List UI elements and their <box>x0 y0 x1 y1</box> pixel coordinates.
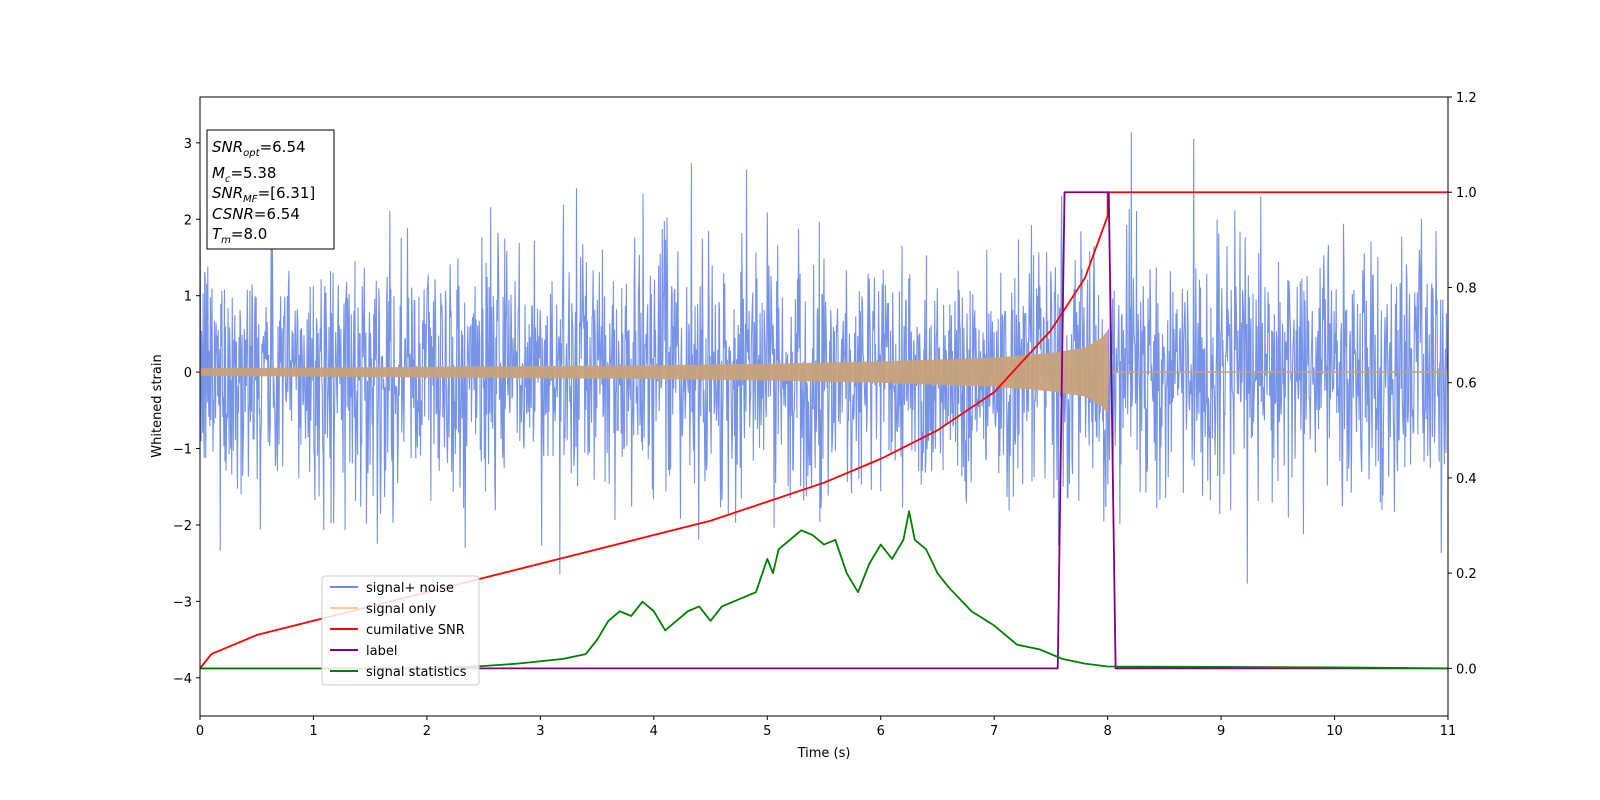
x-tick-label: 5 <box>763 724 771 739</box>
y-right-tick-label: 1.2 <box>1456 91 1477 106</box>
y-left-tick-label: 3 <box>184 137 192 152</box>
info-tm-sub: m <box>221 235 231 246</box>
y-right-tick-label: 0.6 <box>1456 377 1477 392</box>
info-mc-sub: c <box>225 174 231 185</box>
y-left-tick-label: −3 <box>173 595 192 610</box>
legend-label-cumulative-snr: cumilative SNR <box>366 623 465 638</box>
y-right-tick-label: 0.0 <box>1456 662 1477 677</box>
info-snr-mf-base: SNR <box>212 184 243 202</box>
series-label-line <box>200 191 1448 670</box>
series-signal-only-band <box>200 330 1109 415</box>
info-snr-opt-value: =6.54 <box>260 138 306 156</box>
info-snr-opt: SNRopt=6.54 <box>212 138 306 159</box>
series-signal-noise-line <box>200 132 1448 584</box>
info-csnr: CSNR=6.54 <box>212 205 300 223</box>
y-left-tick-label: −4 <box>173 672 192 687</box>
y-left-tick-label: 0 <box>184 366 192 381</box>
x-tick-label: 1 <box>309 724 317 739</box>
y-left-tick-label: −2 <box>173 519 192 534</box>
legend-label-label: label <box>366 644 397 659</box>
legend-label-signal-statistics: signal statistics <box>366 665 467 680</box>
info-tm: Tm=8.0 <box>212 225 267 246</box>
x-tick-label: 7 <box>990 724 998 739</box>
x-tick-label: 10 <box>1326 724 1343 739</box>
info-csnr-base: CSNR <box>212 205 254 223</box>
info-snr-opt-base: SNR <box>212 138 243 156</box>
series-signal-statistics-line <box>200 510 1448 670</box>
info-snr-mf: SNRMF=[6.31] <box>212 184 315 205</box>
info-box-frame <box>206 129 335 250</box>
y-left-tick-label: 1 <box>184 290 192 305</box>
x-tick-label: 3 <box>536 724 544 739</box>
legend-frame <box>321 575 480 686</box>
info-tm-base: T <box>212 225 223 243</box>
y-left-tick-label: −1 <box>173 443 192 458</box>
legend-label-signal-noise: signal+ noise <box>366 581 454 596</box>
x-tick-label: 0 <box>196 724 204 739</box>
info-snr-mf-sub: MF <box>243 194 258 205</box>
y-right-tick-label: 0.4 <box>1456 472 1477 487</box>
x-tick-label: 8 <box>1103 724 1111 739</box>
info-box: SNRopt=6.54 Mc=5.38 SNRMF=[6.31] CSNR=6.… <box>206 129 335 250</box>
info-mc: Mc=5.38 <box>212 164 276 185</box>
info-mc-value: =5.38 <box>230 164 276 182</box>
x-tick-label: 2 <box>423 724 431 739</box>
info-tm-value: =8.0 <box>231 225 267 243</box>
x-tick-label: 9 <box>1217 724 1225 739</box>
info-csnr-value: =6.54 <box>254 205 300 223</box>
info-snr-opt-sub: opt <box>243 148 260 159</box>
x-axis-label: Time (s) <box>797 746 851 761</box>
x-tick-label: 6 <box>877 724 885 739</box>
info-snr-mf-value: =[6.31] <box>258 184 316 202</box>
x-tick-label: 11 <box>1440 724 1457 739</box>
y-right-tick-label: 0.8 <box>1456 281 1477 296</box>
y-right-tick-label: 0.2 <box>1456 567 1477 582</box>
y-left-tick-label: 2 <box>184 213 192 228</box>
legend-label-signal-only: signal only <box>366 602 436 617</box>
plot-frame <box>199 96 1449 717</box>
x-tick-label: 4 <box>650 724 658 739</box>
ticks: 0 1 2 3 4 5 6 7 8 9 10 11 −4 −3 −2 −1 0 1 2 3 0.0 0.2 0.4 0.6 0.… <box>173 91 1477 739</box>
y-right-tick-label: 1.0 <box>1456 186 1477 201</box>
y-axis-label: Whitened strain <box>150 354 165 457</box>
legend: signal+ noise signal only cumilative SNR… <box>321 575 480 686</box>
info-mc-base: M <box>212 164 225 182</box>
